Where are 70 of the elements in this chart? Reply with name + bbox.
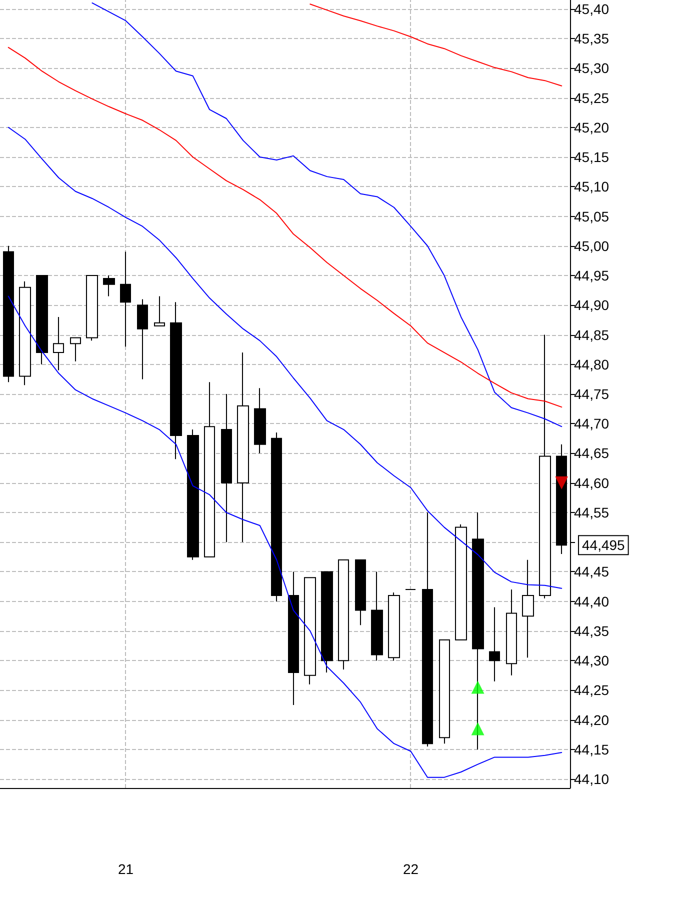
candlestick: [254, 388, 266, 454]
candlestick: [472, 512, 484, 750]
candlestick: [237, 352, 249, 543]
y-tick-label: 45,40: [574, 0, 610, 17]
candlestick: [439, 639, 450, 744]
y-tick-label: 44,55: [574, 504, 610, 520]
y-tick-label: 45,00: [574, 238, 610, 254]
point: [471, 722, 484, 736]
candlestick: [489, 606, 500, 682]
y-tick-label: 44,85: [574, 326, 610, 343]
y-tick-label: 44,60: [574, 474, 610, 491]
y-tick-label: 44,35: [574, 622, 610, 639]
y-tick-label: 44,25: [574, 682, 610, 698]
candlestick: [154, 296, 165, 326]
y-tick-label: 44,90: [574, 297, 610, 314]
candlestick: [455, 524, 467, 640]
y-tick-label: 44,15: [574, 741, 610, 758]
y-tick-label: 44,30: [574, 652, 610, 669]
line-series: [8, 46, 562, 408]
candlestick: [539, 334, 551, 599]
candlestick: [304, 577, 316, 685]
candlestick: [170, 302, 182, 460]
y-tick-label: 45,10: [574, 178, 610, 195]
candlestick: [388, 592, 400, 662]
candlestick: [355, 559, 366, 626]
candlestick: [371, 571, 383, 662]
candlestick: [137, 298, 148, 380]
y-tick-label: 44,40: [574, 593, 610, 610]
candlestick: [19, 280, 31, 386]
line-series: [92, 2, 562, 428]
candlestick: [53, 316, 64, 371]
line-series: [8, 126, 562, 589]
y-tick-label: 44,20: [574, 712, 610, 728]
y-tick-label: 45,30: [574, 60, 610, 76]
y-tick-label: 45,20: [574, 119, 610, 136]
x-tick-label: 21: [118, 861, 134, 877]
point: [555, 476, 568, 490]
point: [471, 680, 484, 694]
candlestick: [556, 444, 567, 554]
candlestick: [422, 512, 433, 748]
y-tick-label: 45,25: [574, 90, 610, 106]
candlestick: [86, 275, 98, 342]
candlestick: [187, 429, 199, 560]
y-tick-label: 45,05: [574, 208, 610, 224]
candlestick: [522, 559, 534, 658]
y-tick-label: 44,10: [574, 771, 610, 788]
candlestick: [271, 432, 282, 602]
candlestick: [120, 251, 131, 348]
candlestick: [506, 589, 517, 676]
y-tick-label: 44,95: [574, 268, 610, 284]
line-series: [310, 4, 562, 86]
candlestick: [221, 394, 232, 543]
candlestick: [288, 571, 299, 706]
y-tick-label: 44,45: [574, 564, 610, 580]
candlestick: [204, 382, 215, 558]
y-tick-label: 44,80: [574, 356, 610, 372]
candlestick: [36, 275, 48, 365]
candlestick: [70, 337, 81, 362]
candlestick: [103, 275, 115, 297]
text: 44,495: [582, 537, 626, 554]
line-series: [8, 296, 562, 778]
candlestick: [338, 559, 349, 670]
x-tick-label: 22: [402, 861, 419, 877]
y-tick-label: 44,70: [574, 416, 610, 432]
y-tick-label: 45,15: [574, 149, 610, 166]
y-tick-label: 44,65: [574, 445, 610, 462]
y-tick-label: 45,35: [574, 30, 610, 47]
y-tick-label: 44,75: [574, 386, 610, 402]
candlestick: [321, 571, 333, 673]
candlestick: [3, 245, 14, 383]
